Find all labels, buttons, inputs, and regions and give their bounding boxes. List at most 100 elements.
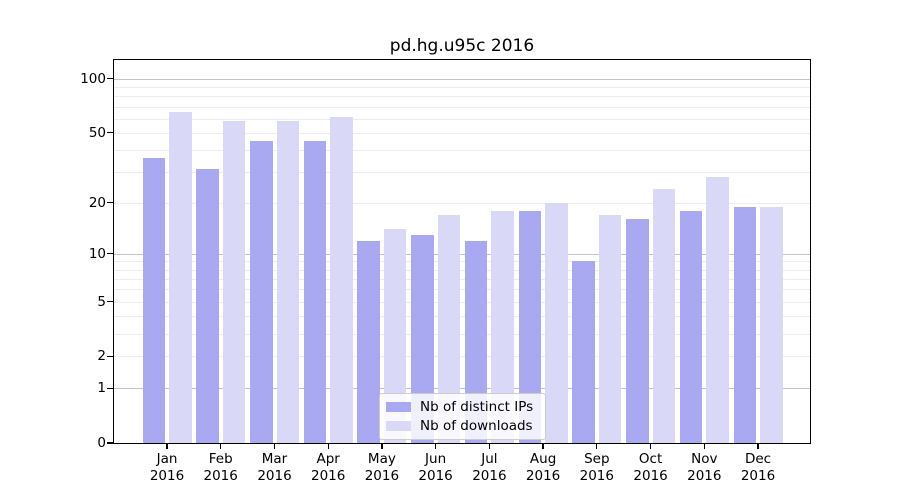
bar-downloads-apr (330, 117, 353, 443)
x-axis-year-label: 2016 (418, 468, 453, 484)
legend-swatch-distinct-ips-icon (386, 402, 411, 412)
x-axis-month-label: Oct (638, 451, 663, 467)
bar-downloads-may (383, 229, 407, 443)
x-axis-month-label: Aug (529, 451, 557, 467)
y-axis-tick-label: 50 (88, 124, 106, 141)
gridline-minor (114, 333, 810, 335)
gridline-minor (114, 356, 810, 358)
y-axis-tick-label: 20 (88, 194, 106, 211)
gridline-minor (114, 269, 810, 271)
y-axis-tick-label: 100 (80, 70, 106, 87)
bar-distinct-ips-nov (679, 210, 703, 443)
x-axis-month-label: Jul (481, 451, 498, 467)
x-axis-year-label: 2016 (149, 468, 185, 484)
gridline-minor (114, 118, 810, 120)
gridline-minor (114, 132, 810, 134)
y-axis-tick-label: 5 (97, 293, 106, 310)
x-axis-month-label: Jan (156, 451, 178, 467)
bar-distinct-ips-jun (411, 234, 434, 443)
y-axis-tick (107, 78, 113, 80)
x-axis-month-label: May (367, 451, 396, 467)
x-axis-tick (220, 443, 222, 449)
gridline-minor (114, 316, 810, 317)
gridline-minor (114, 86, 810, 88)
x-axis-month-label: Apr (316, 451, 340, 467)
bar-distinct-ips-feb (196, 169, 219, 443)
gridline-minor (114, 261, 810, 263)
bar-downloads-jul (491, 210, 514, 443)
legend-label-downloads: Nb of downloads (420, 418, 533, 434)
y-axis-tick (107, 202, 113, 204)
x-axis-tick (757, 443, 759, 449)
legend-label-distinct-ips: Nb of distinct IPs (420, 399, 534, 415)
y-axis-tick (107, 253, 113, 255)
x-axis-year-label: 2016 (311, 468, 346, 484)
bar-downloads-mar (276, 121, 299, 443)
x-axis-tick (327, 443, 329, 449)
x-axis-month-label: Jun (425, 451, 447, 467)
y-axis-tick-label: 2 (97, 348, 106, 365)
bar-distinct-ips-sep (572, 261, 595, 443)
x-axis-year-label: 2016 (257, 468, 292, 484)
legend-item-distinct-ips: Nb of distinct IPs (386, 399, 533, 415)
legend-swatch-downloads-icon (386, 421, 411, 431)
bar-downloads-dec (760, 206, 783, 443)
x-axis-month-label: Feb (208, 451, 233, 467)
y-axis-tick (107, 442, 113, 444)
x-axis-year-label: 2016 (579, 468, 614, 484)
y-axis-tick-label: 0 (97, 435, 106, 451)
x-axis-year-label: 2016 (364, 468, 400, 484)
y-axis-tick (107, 355, 113, 357)
x-axis-tick (381, 443, 383, 449)
legend-item-downloads: Nb of downloads (386, 418, 533, 434)
x-axis-month-label: Nov (691, 451, 718, 467)
gridline-minor (114, 96, 810, 98)
y-axis-tick (107, 300, 113, 303)
x-axis-tick (649, 443, 652, 449)
y-axis-tick-label: 1 (97, 380, 106, 397)
gridline-minor (114, 301, 810, 303)
gridline-minor (114, 171, 810, 173)
bar-distinct-ips-may (357, 240, 380, 443)
y-axis-tick (107, 387, 113, 389)
gridline-minor (114, 106, 810, 108)
x-axis-tick (542, 443, 544, 449)
bar-downloads-feb (222, 121, 246, 443)
x-axis-month-label: Sep (584, 451, 610, 467)
x-axis-tick (273, 443, 276, 449)
bar-distinct-ips-aug (518, 210, 542, 443)
gridline-minor (114, 289, 810, 291)
gridline-minor (114, 149, 810, 151)
y-axis-tick (107, 131, 113, 134)
y-axis-tick-label: 10 (88, 245, 106, 262)
bar-downloads-jun (437, 214, 461, 443)
bar-distinct-ips-dec (733, 206, 756, 443)
bar-downloads-jan (169, 112, 192, 443)
gridline-minor (114, 278, 810, 280)
bar-downloads-nov (706, 177, 729, 443)
bar-downloads-aug (545, 202, 568, 443)
bar-downloads-sep (598, 214, 622, 443)
x-axis-year-label: 2016 (472, 468, 507, 484)
chart-title: pd.hg.u95c 2016 (389, 36, 535, 56)
bar-distinct-ips-oct (626, 219, 649, 443)
x-axis-month-label: Mar (261, 451, 288, 467)
gridline-major (114, 388, 810, 390)
x-axis-year-label: 2016 (687, 468, 722, 484)
bar-distinct-ips-mar (250, 140, 273, 443)
gridline-major (114, 78, 810, 80)
bar-distinct-ips-jul (464, 240, 488, 443)
gridline-minor (114, 202, 810, 204)
bar-downloads-oct (652, 188, 676, 443)
x-axis-tick (434, 443, 437, 449)
x-axis-month-label: Dec (744, 451, 772, 467)
x-axis-tick (703, 443, 705, 449)
x-axis-tick (166, 443, 168, 449)
x-axis-year-label: 2016 (525, 468, 561, 484)
bar-distinct-ips-apr (303, 140, 327, 443)
bar-distinct-ips-jan (142, 158, 165, 443)
x-axis-year-label: 2016 (740, 468, 776, 484)
x-axis-tick (596, 443, 598, 449)
x-axis-year-label: 2016 (633, 468, 668, 484)
